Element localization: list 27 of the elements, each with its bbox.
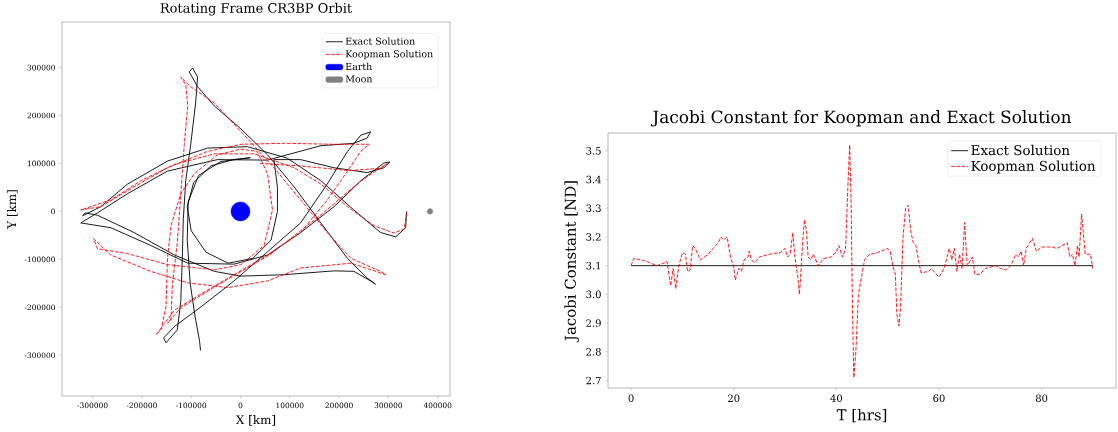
x-tick-label: 80 bbox=[1035, 394, 1048, 403]
y-axis-title: Jacobi Constant [ND] bbox=[564, 181, 579, 343]
x-tick-label: 20 bbox=[728, 394, 740, 403]
y-tick-label: 2.7 bbox=[586, 376, 601, 385]
y-axis-title: Y [km] bbox=[6, 190, 18, 229]
legend-label: Moon bbox=[345, 75, 373, 83]
y-tick-label: 3.1 bbox=[586, 261, 601, 270]
y-tick-label: 3.0 bbox=[586, 290, 601, 299]
y-tick-label: 3.4 bbox=[586, 175, 601, 184]
legend-label: Koopman Solution bbox=[971, 160, 1096, 174]
y-tick-label: 3.3 bbox=[586, 204, 601, 212]
x-axis-title: T [hrs] bbox=[836, 408, 887, 423]
chart-title: Jacobi Constant for Koopman and Exact Solution bbox=[651, 110, 1072, 127]
line-series bbox=[630, 144, 1094, 379]
legend-label: Koopman Solution bbox=[345, 50, 433, 60]
y-tick-label: 2.8 bbox=[586, 348, 601, 356]
y-tick-label: 3.2 bbox=[586, 233, 601, 241]
x-tick-label: 60 bbox=[933, 394, 945, 403]
chart-title: Rotating Frame CR3BP Orbit bbox=[160, 2, 353, 16]
legend-label: Earth bbox=[345, 62, 372, 71]
legend-label: Exact Solution bbox=[345, 37, 415, 45]
y-tick-label: 3.5 bbox=[586, 147, 601, 155]
x-axis-title: X [km] bbox=[235, 415, 276, 426]
x-tick-label: 40 bbox=[830, 394, 843, 403]
x-tick-label: 0 bbox=[628, 394, 634, 403]
legend-label: Exact Solution bbox=[971, 144, 1070, 156]
y-tick-label: 2.9 bbox=[586, 319, 601, 327]
